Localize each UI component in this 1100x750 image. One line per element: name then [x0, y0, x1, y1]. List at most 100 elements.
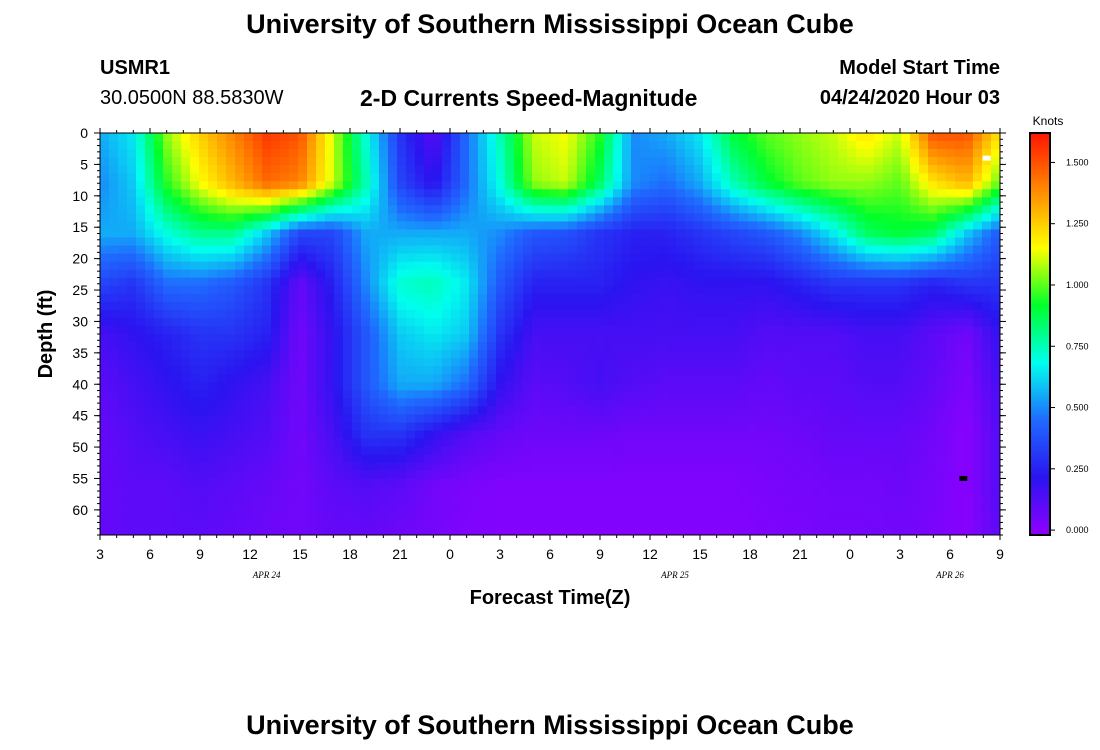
heatmap-cell	[901, 446, 911, 456]
heatmap-cell	[343, 422, 353, 432]
heatmap-cell	[856, 366, 866, 375]
heatmap-cell	[460, 398, 470, 407]
heatmap-cell	[154, 133, 164, 142]
heatmap-cell	[937, 454, 947, 464]
heatmap-cell	[316, 526, 326, 535]
heatmap-cell	[433, 173, 443, 182]
heatmap-cell	[865, 325, 875, 335]
heatmap-cell	[253, 285, 263, 295]
heatmap-cell	[811, 430, 821, 440]
heatmap-cell	[991, 189, 1000, 198]
heatmap-cell	[199, 342, 209, 351]
heatmap-cell	[532, 133, 542, 142]
heatmap-cell	[838, 430, 848, 440]
heatmap-cell	[217, 221, 227, 231]
heatmap-cell	[298, 502, 308, 512]
heatmap-cell	[820, 317, 830, 327]
heatmap-cell	[694, 422, 704, 432]
heatmap-cell	[208, 269, 218, 279]
heatmap-cell	[379, 334, 389, 343]
heatmap-cell	[226, 221, 236, 231]
heatmap-cell	[730, 157, 740, 166]
heatmap-cell	[721, 165, 731, 174]
heatmap-cell	[901, 366, 911, 375]
heatmap-cell	[163, 342, 173, 351]
heatmap-cell	[640, 317, 650, 327]
heatmap-cell	[496, 213, 506, 223]
heatmap-cell	[820, 358, 830, 367]
heatmap-cell	[289, 189, 299, 198]
heatmap-cell	[118, 197, 128, 206]
heatmap-cell	[919, 374, 929, 383]
heatmap-cell	[514, 390, 524, 399]
heatmap-cell	[703, 229, 713, 239]
heatmap-cell	[937, 277, 947, 287]
heatmap-cell	[523, 350, 533, 359]
heatmap-cell	[712, 245, 722, 255]
heatmap-cell	[325, 446, 335, 456]
heatmap-cell	[226, 438, 236, 448]
heatmap-cell	[937, 261, 947, 271]
heatmap-cell	[100, 478, 110, 488]
heatmap-cell	[244, 269, 254, 279]
heatmap-cell	[451, 342, 461, 351]
heatmap-cell	[154, 374, 164, 383]
heatmap-cell	[658, 141, 668, 150]
heatmap-cell	[298, 269, 308, 279]
heatmap-cell	[685, 406, 695, 415]
heatmap-cell	[919, 382, 929, 391]
heatmap-cell	[928, 261, 938, 271]
heatmap-cell	[991, 382, 1000, 391]
heatmap-cell	[982, 478, 992, 488]
heatmap-cell	[640, 422, 650, 432]
heatmap-cell	[937, 229, 947, 239]
heatmap-cell	[568, 277, 578, 287]
heatmap-cell	[325, 518, 335, 528]
heatmap-cell	[811, 398, 821, 407]
heatmap-cell	[658, 366, 668, 375]
heatmap-cell	[901, 189, 911, 198]
heatmap-cell	[298, 358, 308, 367]
heatmap-cell	[595, 173, 605, 182]
heatmap-cell	[550, 189, 560, 198]
heatmap-cell	[739, 245, 749, 255]
heatmap-cell	[217, 133, 227, 142]
heatmap-cell	[262, 293, 272, 303]
heatmap-cell	[883, 446, 893, 456]
heatmap-cell	[973, 382, 983, 391]
heatmap-cell	[253, 374, 263, 383]
heatmap-cell	[856, 229, 866, 239]
heatmap-cell	[937, 422, 947, 432]
heatmap-cell	[793, 502, 803, 512]
heatmap-cell	[847, 141, 857, 150]
heatmap-cell	[289, 301, 299, 311]
heatmap-cell	[874, 309, 884, 319]
heatmap-cell	[154, 165, 164, 174]
heatmap-cell	[316, 486, 326, 496]
heatmap-cell	[955, 414, 965, 424]
heatmap-cell	[910, 502, 920, 512]
heatmap-cell	[964, 406, 974, 415]
heatmap-cell	[991, 502, 1000, 512]
heatmap-cell	[811, 446, 821, 456]
heatmap-cell	[469, 334, 479, 343]
heatmap-cell	[505, 454, 515, 464]
heatmap-cell	[892, 293, 902, 303]
heatmap-cell	[550, 133, 560, 142]
heatmap-cell	[370, 141, 380, 150]
heatmap-cell	[523, 366, 533, 375]
heatmap-cell	[208, 229, 218, 239]
heatmap-cell	[793, 221, 803, 231]
heatmap-cell	[226, 430, 236, 440]
heatmap-cell	[613, 358, 623, 367]
heatmap-cell	[937, 438, 947, 448]
heatmap-cell	[181, 197, 191, 206]
heatmap-cell	[838, 414, 848, 424]
heatmap-cell	[352, 510, 362, 520]
heatmap-cell	[613, 406, 623, 415]
heatmap-cell	[631, 382, 641, 391]
heatmap-cell	[739, 390, 749, 399]
heatmap-cell	[496, 133, 506, 142]
heatmap-cell	[127, 197, 137, 206]
heatmap-cell	[568, 518, 578, 528]
